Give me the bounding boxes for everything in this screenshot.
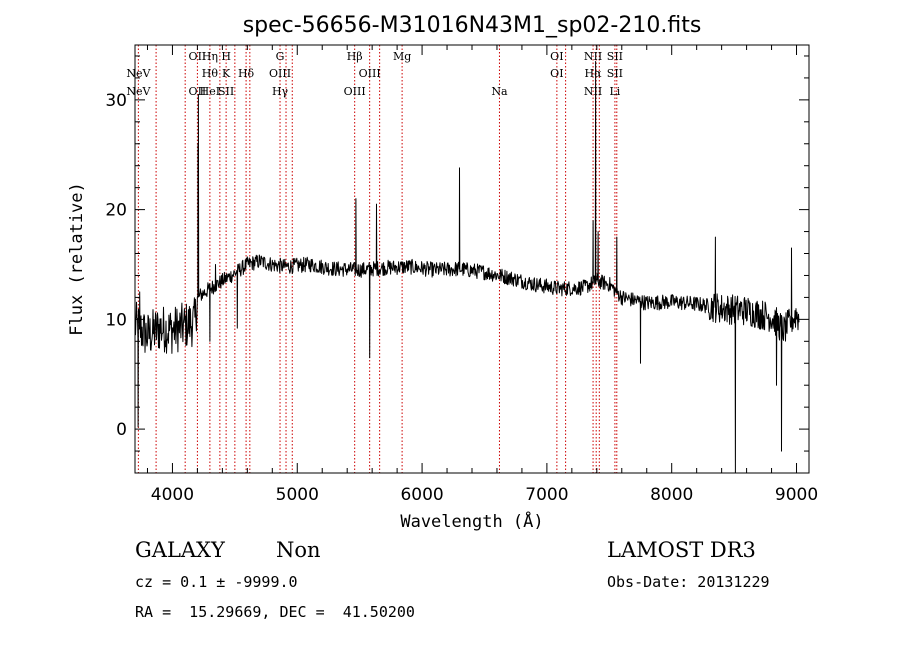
x-tick-label: 6000: [400, 485, 443, 505]
line-marker-label: SII: [218, 85, 234, 98]
line-marker-label: OIII: [359, 67, 381, 80]
y-tick-label: 30: [105, 91, 127, 111]
y-tick-label: 0: [116, 420, 127, 440]
line-marker-label: Hη: [202, 50, 218, 63]
line-marker-label: Hβ: [347, 50, 363, 63]
line-marker-label: Mg: [393, 50, 411, 63]
x-tick-label: 9000: [775, 485, 818, 505]
emission-line-markers: [137, 45, 618, 473]
line-marker-label: HeI: [200, 85, 220, 98]
line-marker-label: H: [221, 50, 231, 63]
line-marker-label: SII: [607, 50, 623, 63]
line-marker-label: OIII: [269, 67, 291, 80]
chart-title: spec-56656-M31016N43M1_sp02-210.fits: [243, 13, 702, 38]
line-marker-label: Li: [609, 85, 620, 98]
spectrum-line: [134, 61, 800, 474]
line-marker-label: OI: [550, 50, 563, 63]
spectrum-chart: spec-56656-M31016N43M1_sp02-210.fits NeV…: [67, 13, 818, 532]
line-marker-label: Hδ: [238, 67, 255, 80]
obs-date-line: Obs-Date: 20131229: [607, 573, 770, 591]
x-tick-label: 7000: [525, 485, 568, 505]
y-tick-label: 10: [105, 310, 127, 330]
x-axis-ticks: 4000 5000 6000 7000 8000 9000: [146, 45, 818, 505]
plot-frame: [134, 44, 810, 474]
line-marker-label: OI: [550, 67, 563, 80]
line-marker-label: NII: [584, 85, 602, 98]
y-axis-label: Flux (relative): [67, 182, 87, 336]
line-marker-label: K: [222, 67, 231, 80]
x-tick-label: 8000: [650, 485, 693, 505]
line-marker-label: SII: [607, 67, 623, 80]
line-marker-label: NeV: [126, 85, 151, 98]
x-axis-label: Wavelength (Å): [400, 510, 543, 532]
line-marker-label: OII: [189, 50, 207, 63]
redshift-line: cz = 0.1 ± -9999.0: [135, 573, 298, 591]
line-marker-label: Hα: [585, 67, 603, 80]
y-tick-label: 20: [105, 201, 127, 221]
line-marker-label: NII: [584, 50, 602, 63]
line-marker-label: G: [276, 50, 285, 63]
x-tick-label: 4000: [151, 485, 194, 505]
survey-release: LAMOST DR3: [607, 538, 756, 562]
object-subclass: Non: [276, 538, 321, 562]
line-marker-label: NeV: [126, 67, 151, 80]
object-class: GALAXY: [135, 538, 225, 562]
line-marker-label: OII: [189, 85, 207, 98]
ra-dec-line: RA = 15.29669, DEC = 41.50200: [135, 603, 415, 621]
line-marker-label: Na: [491, 85, 508, 98]
line-marker-label: Hθ: [202, 67, 219, 80]
line-marker-label: OIII: [344, 85, 366, 98]
y-axis-ticks: 0 10 20 30: [105, 55, 809, 452]
emission-line-labels: NeVNeVOIIOIIHηHθHeIHKSIIHδGOIIIHγHβOIIIO…: [126, 50, 623, 98]
line-marker-label: Hγ: [272, 85, 289, 98]
x-tick-label: 5000: [276, 485, 319, 505]
